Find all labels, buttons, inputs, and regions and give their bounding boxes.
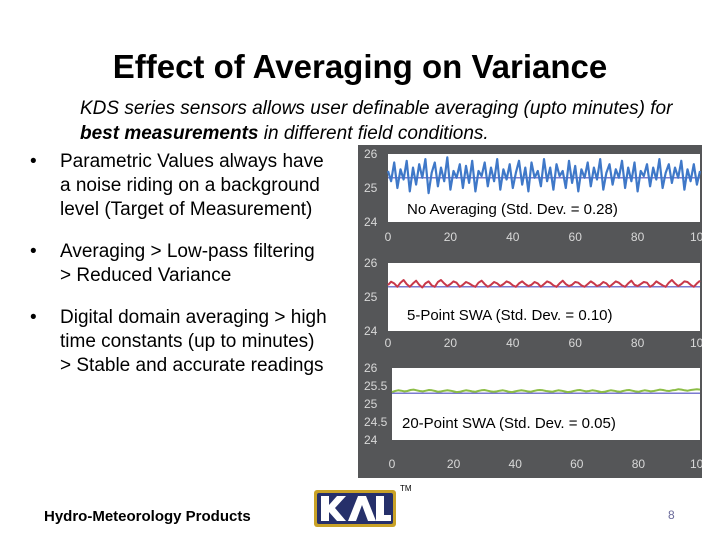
x-tick-label: 80: [631, 336, 645, 350]
footer-text: Hydro-Meteorology Products: [44, 508, 251, 525]
bullet-list: Parametric Values always have a noise ri…: [30, 150, 330, 378]
x-tick-label: 80: [631, 230, 645, 244]
page-number: 8: [668, 508, 675, 522]
x-tick-label: 40: [506, 336, 520, 350]
chart-caption-20pt: 20-Point SWA (Std. Dev. = 0.05): [398, 414, 620, 433]
chart-caption-5pt: 5-Point SWA (Std. Dev. = 0.10): [403, 306, 617, 325]
y-tick-label: 24: [364, 433, 378, 447]
series-line: [391, 388, 701, 394]
x-tick-label: 20: [447, 457, 461, 471]
y-tick-label: 25.5: [364, 379, 388, 393]
x-tick-label: 60: [569, 230, 583, 244]
x-tick-label: 40: [506, 230, 520, 244]
chart-caption-raw: No Averaging (Std. Dev. = 0.28): [403, 200, 622, 219]
y-tick-label: 26: [364, 361, 378, 375]
x-tick-label: 100: [690, 457, 702, 471]
y-tick-label: 25: [364, 181, 378, 195]
x-tick-label: 60: [570, 457, 584, 471]
x-tick-label: 100: [690, 336, 702, 350]
y-tick-label: 24: [364, 215, 378, 229]
y-tick-label: 26: [364, 147, 378, 161]
y-tick-label: 24.5: [364, 415, 388, 429]
trademark-mark: TM: [400, 484, 412, 493]
x-tick-label: 20: [444, 230, 458, 244]
series-line: [387, 279, 701, 289]
subtitle-text-2: in different field conditions.: [258, 123, 489, 144]
subtitle-text-1: KDS series sensors allows user definable…: [80, 98, 673, 119]
y-tick-label: 26: [364, 256, 378, 270]
bullet-item: Averaging > Low-pass filtering > Reduced…: [30, 240, 330, 288]
x-tick-label: 40: [509, 457, 523, 471]
slide-title: Effect of Averaging on Variance: [112, 48, 608, 85]
x-tick-label: 0: [385, 230, 392, 244]
x-tick-label: 60: [569, 336, 583, 350]
subtitle-bold-text: best measurements: [80, 123, 259, 144]
slide-subtitle: KDS series sensors allows user definable…: [80, 96, 680, 146]
kal-logo-graphic: [314, 490, 396, 527]
x-tick-label: 80: [632, 457, 646, 471]
y-tick-label: 25: [364, 290, 378, 304]
bullet-item: Digital domain averaging > high time con…: [30, 306, 330, 378]
series-line: [386, 156, 702, 195]
x-tick-label: 0: [385, 336, 392, 350]
x-tick-label: 100: [690, 230, 702, 244]
kal-logo: [314, 490, 396, 527]
y-tick-label: 25: [364, 397, 378, 411]
x-tick-label: 0: [389, 457, 396, 471]
bullet-item: Parametric Values always have a noise ri…: [30, 150, 330, 222]
y-tick-label: 24: [364, 324, 378, 338]
x-tick-label: 20: [444, 336, 458, 350]
